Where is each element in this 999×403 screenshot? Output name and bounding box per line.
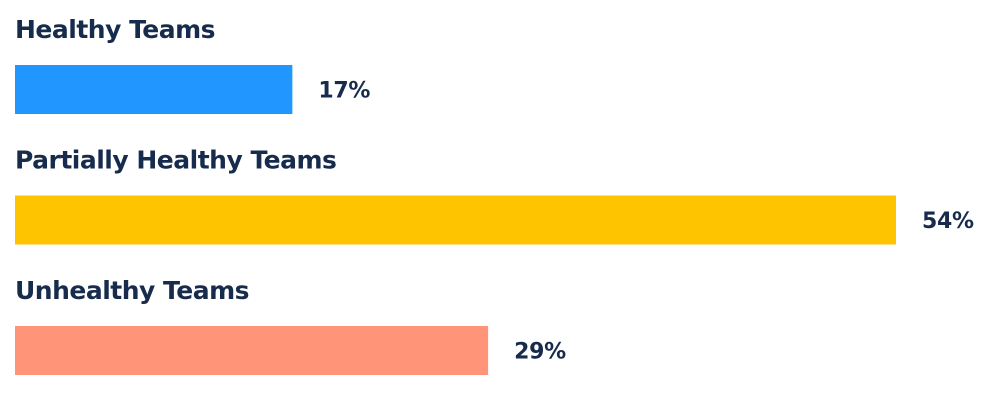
value-label: 29% [514, 340, 566, 365]
chart-plot-area: Healthy Teams 17% Partially Healthy Teams 5… [15, 15, 974, 375]
bar [15, 326, 489, 375]
bar [15, 65, 293, 114]
category-label: Healthy Teams [15, 15, 215, 44]
value-label: 17% [318, 79, 370, 104]
bar [15, 195, 896, 245]
category-label: Unhealthy Teams [15, 276, 249, 305]
value-label: 54% [922, 209, 974, 234]
category-label: Partially Healthy Teams [15, 146, 336, 175]
